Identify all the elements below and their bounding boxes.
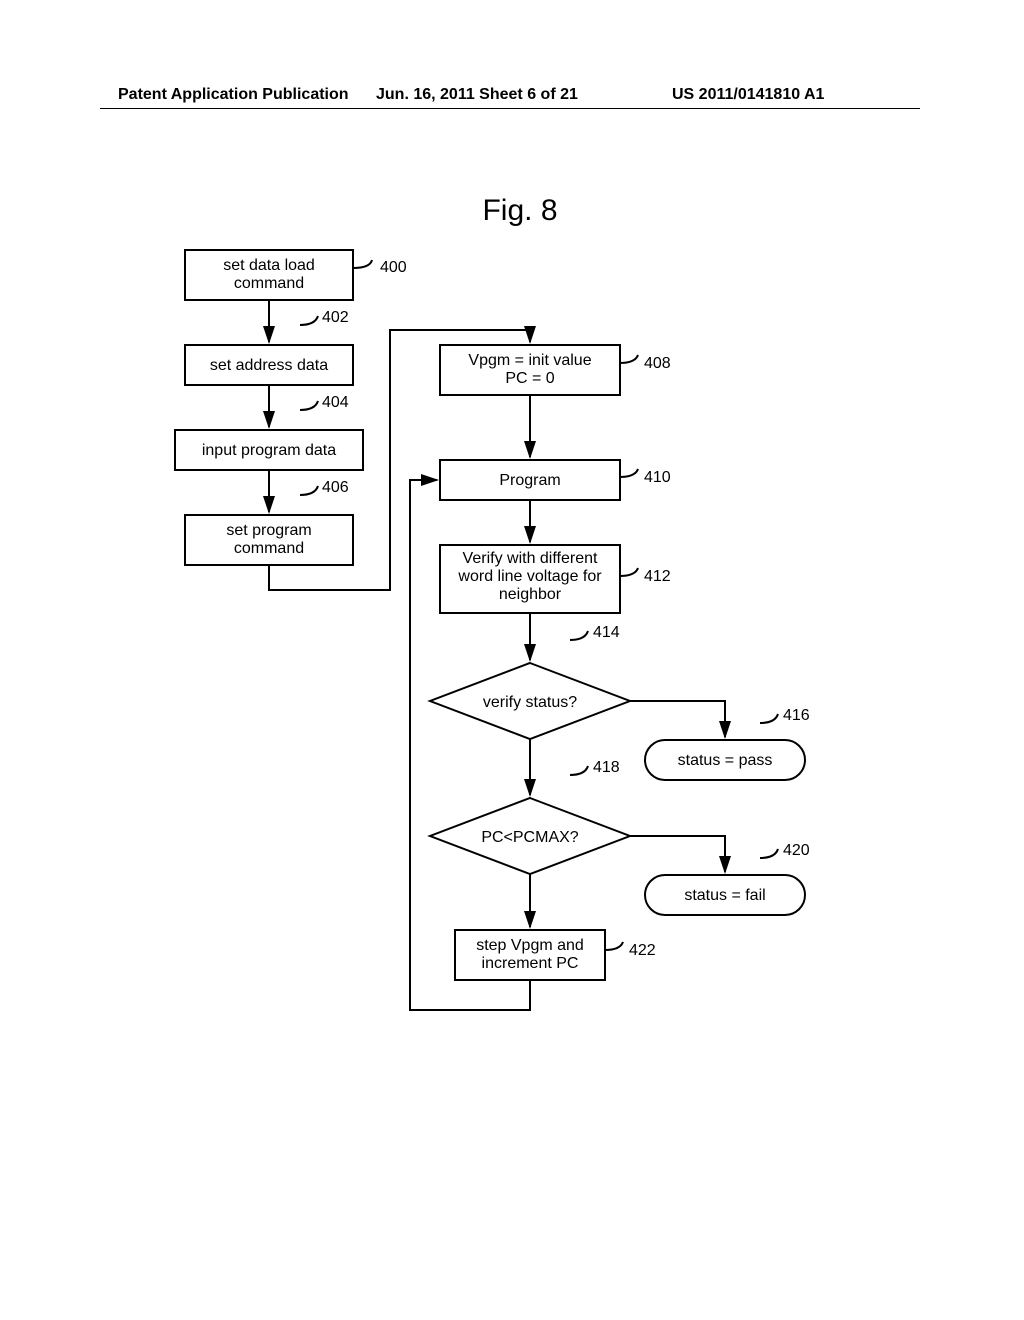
ref-tick-410: [620, 469, 638, 477]
node-408-l1: Vpgm = init value: [468, 352, 591, 369]
ref-408: 408: [644, 355, 671, 372]
flowchart: Fig. 8 set data load command 400 402 set…: [100, 180, 920, 1240]
header-rule: [100, 108, 920, 109]
ref-tick-420: [760, 849, 778, 858]
ref-420: 420: [783, 842, 810, 859]
ref-tick-406: [300, 486, 318, 495]
node-412-l1: Verify with different: [463, 550, 598, 567]
ref-tick-418: [570, 766, 588, 775]
node-410-l1: Program: [499, 472, 560, 489]
node-408-l2: PC = 0: [505, 370, 554, 387]
ref-404: 404: [322, 394, 349, 411]
node-422-l1: step Vpgm and: [476, 937, 584, 954]
ref-tick-422: [605, 942, 623, 950]
ref-tick-404: [300, 401, 318, 410]
node-412-l2: word line voltage for: [457, 568, 602, 585]
arrow-418-420: [630, 836, 725, 872]
ref-402: 402: [322, 309, 349, 326]
node-416-l1: status = pass: [678, 752, 773, 769]
ref-414: 414: [593, 624, 620, 641]
node-414-l1: verify status?: [483, 694, 577, 711]
node-404-l1: input program data: [202, 442, 336, 459]
node-420-l1: status = fail: [684, 887, 765, 904]
ref-tick-400: [353, 260, 372, 268]
ref-418: 418: [593, 759, 620, 776]
ref-412: 412: [644, 568, 671, 585]
node-412-l3: neighbor: [499, 586, 562, 603]
node-422-l2: increment PC: [482, 955, 579, 972]
ref-400: 400: [380, 259, 407, 276]
node-402-l1: set address data: [210, 357, 328, 374]
figure-title: Fig. 8: [482, 194, 557, 227]
ref-tick-416: [760, 714, 778, 723]
arrow-414-416: [630, 701, 725, 737]
node-418-l1: PC<PCMAX?: [481, 829, 578, 846]
header-mid: Jun. 16, 2011 Sheet 6 of 21: [376, 86, 578, 104]
node-400-l1: set data load: [223, 257, 315, 274]
header-left: Patent Application Publication: [118, 86, 349, 104]
header-right: US 2011/0141810 A1: [672, 86, 824, 104]
ref-406: 406: [322, 479, 349, 496]
ref-tick-414: [570, 631, 588, 640]
ref-416: 416: [783, 707, 810, 724]
ref-422: 422: [629, 942, 656, 959]
ref-410: 410: [644, 469, 671, 486]
ref-tick-402: [300, 316, 318, 325]
ref-tick-408: [620, 355, 638, 363]
ref-tick-412: [620, 568, 638, 576]
node-406-l2: command: [234, 540, 304, 557]
node-406-l1: set program: [226, 522, 311, 539]
node-400-l2: command: [234, 275, 304, 292]
